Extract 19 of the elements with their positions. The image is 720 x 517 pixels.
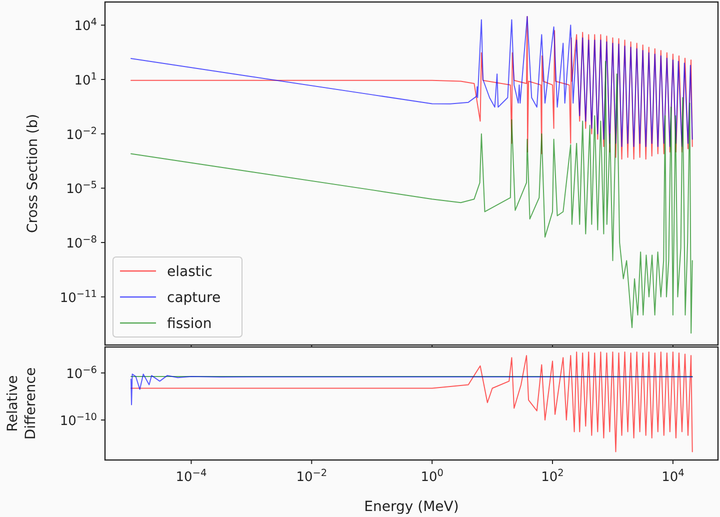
x-tick-label: 10$^{0}$ [420,468,444,485]
x-axis-title: Energy (MeV) [364,499,459,515]
y-tick-label: 10$^{−10}$ [60,412,97,430]
y-axis-title: Cross Section (b) [25,114,41,234]
y-tick-label: 10$^{−5}$ [66,180,97,198]
y-tick-label: 10$^{−6}$ [66,364,97,382]
x-tick-label: 10$^{−2}$ [296,468,328,485]
legend-label: fission [167,316,212,332]
y-tick-label: 10$^{1}$ [74,71,97,88]
y-tick-label: 10$^{−2}$ [66,125,97,143]
x-tick-label: 10$^{−4}$ [176,468,207,485]
x-tick-label: 10$^{2}$ [541,468,564,485]
y-tick-label: 10$^{−8}$ [66,234,97,252]
y-tick-label: 10$^{4}$ [74,16,97,34]
legend-label: elastic [167,264,212,280]
x-tick-label: 10$^{4}$ [662,468,684,485]
y-axis-title: Relative Difference [5,367,39,440]
legend-label: capture [167,290,221,306]
y-tick-label: 10$^{−11}$ [60,288,97,306]
